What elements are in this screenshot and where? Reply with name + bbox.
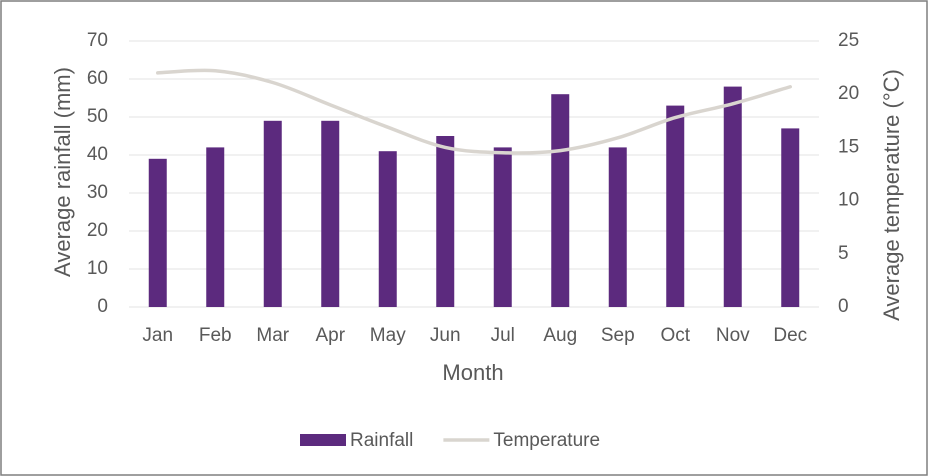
x-tick-label: Nov xyxy=(716,325,750,346)
y-tick-label: 20 xyxy=(87,220,108,241)
bar xyxy=(206,147,225,307)
x-tick-label: Jul xyxy=(491,325,515,346)
bar xyxy=(551,94,570,307)
y-tick-label: 70 xyxy=(87,30,108,51)
x-axis-title: Month xyxy=(442,360,503,385)
bar xyxy=(263,120,282,307)
bar xyxy=(321,120,340,307)
y2-tick-label: 20 xyxy=(838,83,859,104)
legend-swatch xyxy=(300,434,346,446)
y2-tick-label: 25 xyxy=(838,30,859,51)
y-axis-title: Average rainfall (mm) xyxy=(50,67,75,277)
x-tick-label: Oct xyxy=(660,325,690,346)
y-tick-label: 50 xyxy=(87,106,108,127)
bar xyxy=(723,86,742,307)
bar xyxy=(781,128,800,307)
x-tick-label: Sep xyxy=(601,325,635,346)
x-tick-label: Mar xyxy=(256,325,289,346)
y2-tick-label: 5 xyxy=(838,243,849,264)
bar xyxy=(493,147,512,307)
legend-label: Rainfall xyxy=(350,430,413,451)
line xyxy=(156,68,792,155)
bar xyxy=(148,158,167,307)
bar xyxy=(608,147,627,307)
x-tick-label: Dec xyxy=(773,325,807,346)
bar xyxy=(666,105,685,307)
x-tick-label: Aug xyxy=(543,325,577,346)
bar xyxy=(436,136,455,307)
x-tick-label: Jun xyxy=(430,325,461,346)
x-tick-label: Jan xyxy=(142,325,173,346)
y-tick-label: 30 xyxy=(87,182,108,203)
x-tick-label: Apr xyxy=(315,325,345,346)
y-tick-label: 10 xyxy=(87,258,108,279)
x-tick-label: May xyxy=(370,325,406,346)
y2-tick-label: 10 xyxy=(838,190,859,211)
legend-label: Temperature xyxy=(493,430,600,451)
y2-tick-label: 0 xyxy=(838,296,849,317)
bar xyxy=(378,151,397,307)
x-tick-label: Feb xyxy=(199,325,232,346)
y-tick-label: 40 xyxy=(87,144,108,165)
y-tick-label: 60 xyxy=(87,68,108,89)
y-tick-label: 0 xyxy=(97,296,108,317)
y2-tick-label: 15 xyxy=(838,136,859,157)
y2-axis-title: Average temperature (°C) xyxy=(879,69,904,321)
